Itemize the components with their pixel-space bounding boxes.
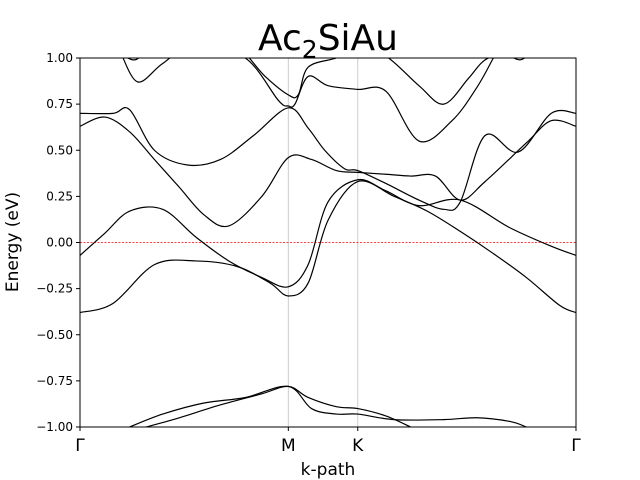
band-line-9 — [145, 385, 411, 427]
y-tick-label: 0.75 — [46, 97, 73, 111]
y-tick-label: −0.25 — [36, 282, 73, 296]
y-tick-label: −0.50 — [36, 328, 73, 342]
x-tick-label-3: Γ — [571, 436, 581, 456]
band-line-6 — [126, 58, 490, 105]
y-axis-label: Energy (eV) — [3, 192, 23, 292]
y-tick-label: −0.75 — [36, 374, 73, 388]
band-line-4 — [80, 106, 576, 211]
x-tick-label-2: K — [352, 436, 364, 456]
x-tick-label-0: Γ — [75, 436, 85, 456]
y-tick-label: 1.00 — [46, 51, 73, 65]
band-line-8 — [129, 385, 527, 427]
band-line-1 — [80, 180, 576, 314]
chart-title-base: Ac — [258, 18, 302, 59]
y-tick-label: −1.00 — [36, 420, 73, 434]
y-tick-label: 0.25 — [46, 189, 73, 203]
band-line-2 — [80, 178, 576, 288]
chart-title-subscript: 2 — [302, 35, 318, 64]
x-tick-label-1: M — [281, 436, 296, 456]
chart-title-rest: SiAu — [318, 18, 398, 59]
y-tick-label: 0.00 — [46, 236, 73, 250]
band-line-7 — [512, 58, 526, 61]
y-axis: −1.00 −0.75 −0.50 −0.25 0.00 0.25 0.50 0.75 1.00 — [36, 51, 80, 434]
x-axis-label: k-path — [301, 460, 356, 480]
band-line-3 — [80, 116, 576, 228]
band-series-group — [80, 58, 576, 427]
y-tick-label: 0.50 — [46, 143, 73, 157]
chart-title: Ac2SiAu — [258, 18, 398, 64]
